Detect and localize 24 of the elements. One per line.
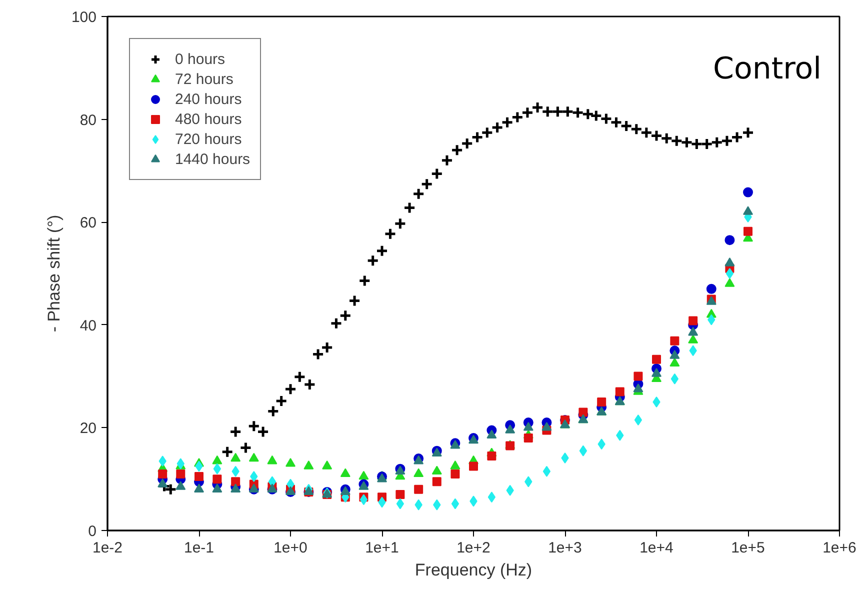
x-tick-label: 1e+1 xyxy=(365,540,399,556)
legend-label: 240 hours xyxy=(175,90,242,108)
y-axis-title: - Phase shift (°) xyxy=(44,214,64,332)
x-tick-label: 1e+3 xyxy=(548,540,582,556)
x-tick-label: 1e+2 xyxy=(456,540,490,556)
legend-label: 720 hours xyxy=(175,130,242,148)
y-tick-label: 100 xyxy=(71,9,97,26)
x-tick-label: 1e+0 xyxy=(274,540,308,556)
y-tick-label: 80 xyxy=(80,112,97,129)
x-axis-title: Frequency (Hz) xyxy=(414,560,532,580)
legend-label: 1440 hours xyxy=(175,150,250,168)
x-tick-label: 1e+6 xyxy=(822,540,856,556)
y-tick-label: 0 xyxy=(88,523,96,540)
x-tick-label: 1e-1 xyxy=(184,540,214,556)
y-tick-label: 60 xyxy=(80,214,97,232)
annotation: Control xyxy=(713,52,822,86)
x-tick-label: 1e+4 xyxy=(640,540,674,556)
y-tick-label: 40 xyxy=(80,317,97,334)
legend-label: 72 hours xyxy=(175,70,234,88)
x-tick-label: 1e+5 xyxy=(731,540,765,556)
legend-label: 0 hours xyxy=(175,50,226,68)
legend-label: 480 hours xyxy=(175,110,242,128)
x-tick-label: 1e-2 xyxy=(92,540,123,556)
y-tick-label: 20 xyxy=(80,420,97,438)
